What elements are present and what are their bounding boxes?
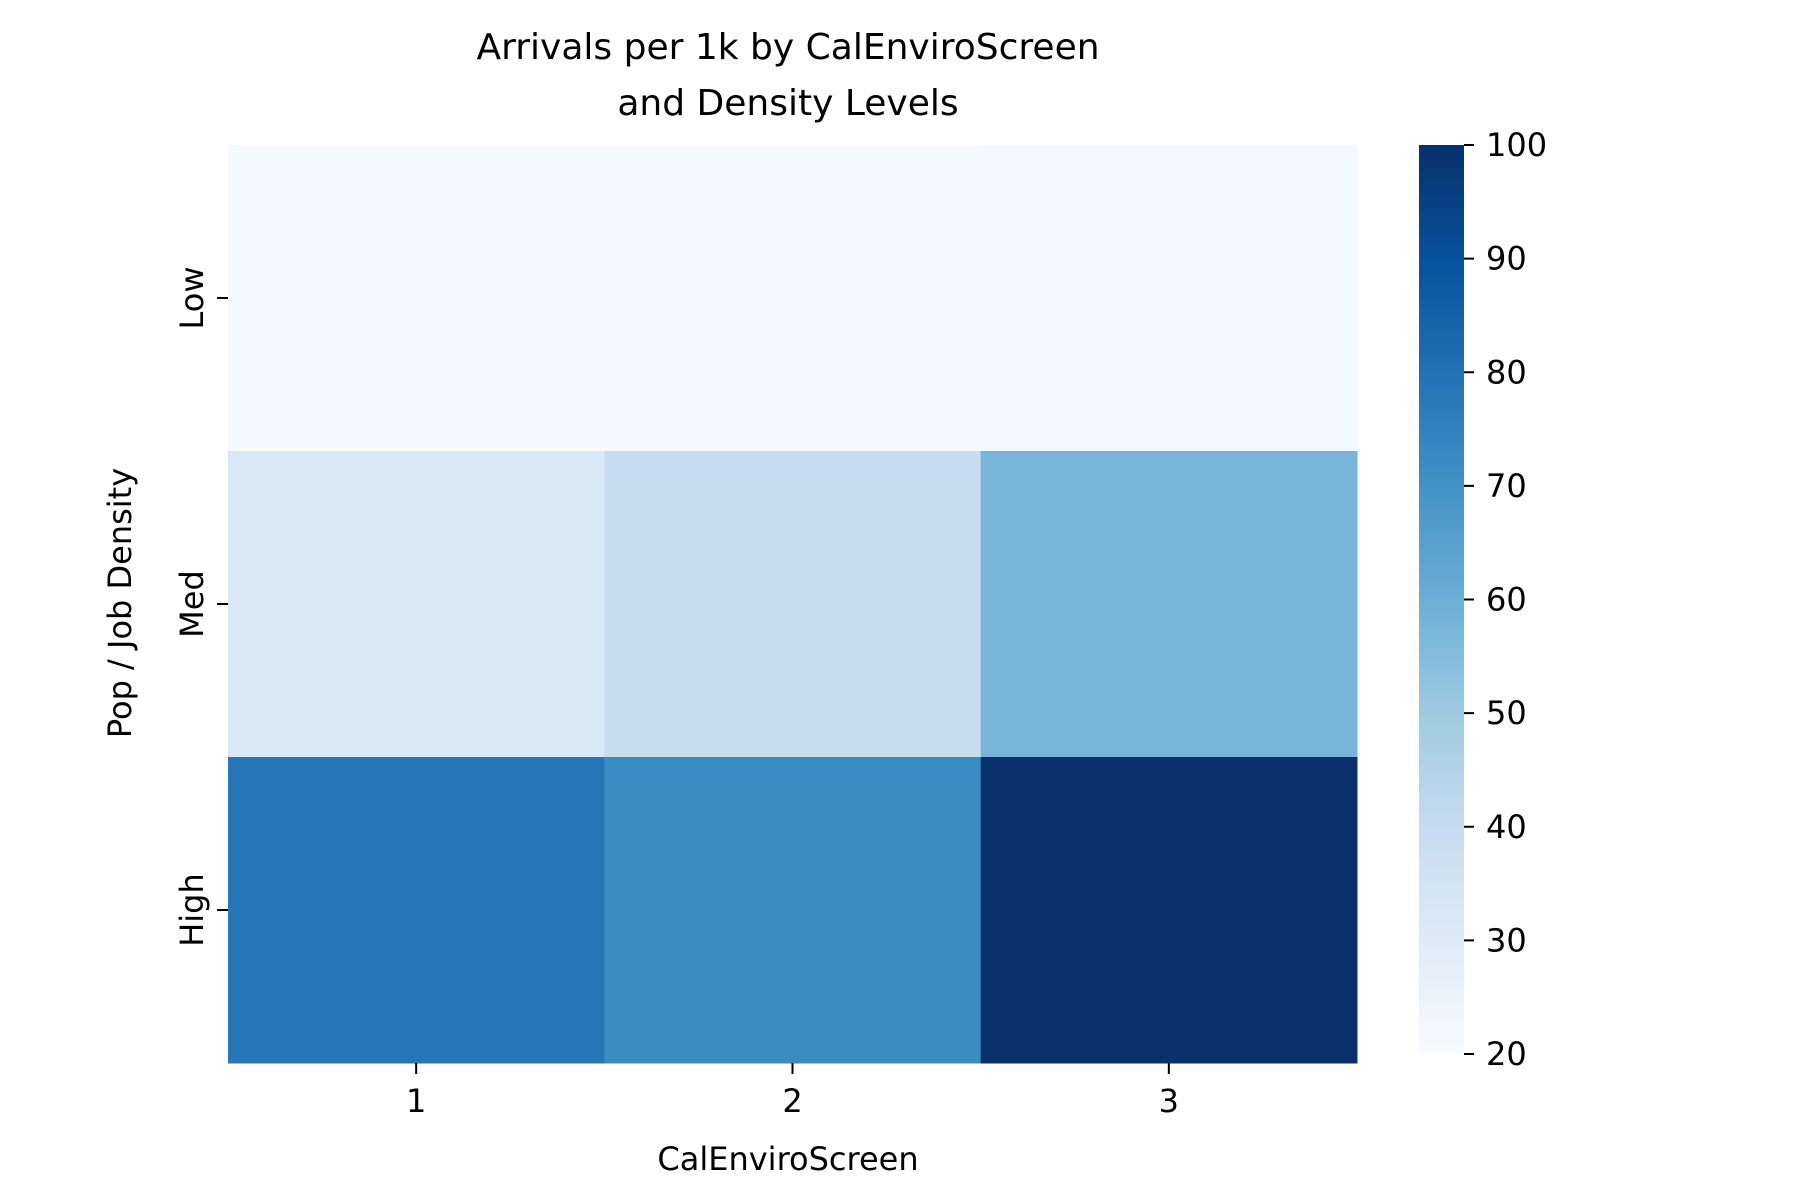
- colorbar-tick-label: 50: [1486, 694, 1527, 732]
- heatmap-cell-high-3: [980, 757, 1358, 1064]
- y-axis-label: Pop / Job Density: [101, 468, 139, 738]
- heatmap-cell-med-1: [228, 451, 605, 758]
- x-tick-label: 3: [1159, 1082, 1179, 1120]
- y-tick-label: High: [173, 873, 211, 947]
- heatmap-cell-low-1: [228, 145, 605, 452]
- heatmap-cell-high-2: [604, 757, 982, 1064]
- y-tick-label: Low: [173, 266, 211, 329]
- chart-title: Arrivals per 1k by CalEnviroScreen and D…: [476, 27, 1099, 124]
- heatmap-cell-med-2: [604, 451, 982, 758]
- colorbar-tick-label: 30: [1486, 921, 1527, 959]
- x-tick-label: 1: [406, 1082, 426, 1120]
- colorbar-tick-label: 70: [1486, 467, 1527, 505]
- chart-title-line-1: Arrivals per 1k by CalEnviroScreen: [476, 27, 1099, 68]
- colorbar-tick-label: 20: [1486, 1035, 1527, 1073]
- x-tick-label: 2: [782, 1082, 802, 1120]
- heatmap-cell-low-2: [604, 145, 982, 452]
- colorbar-gradient: [1419, 145, 1464, 1054]
- colorbar-ticks: 20 30 40 50 60 70 80 90 100: [1464, 126, 1547, 1073]
- colorbar: 20 30 40 50 60 70 80 90 100: [1419, 126, 1547, 1073]
- heatmap-cells: [228, 145, 1358, 1064]
- y-axis-ticks: Low Med High: [173, 266, 228, 947]
- colorbar-tick-label: 60: [1486, 581, 1527, 619]
- colorbar-tick-label: 100: [1486, 126, 1547, 164]
- heatmap-cell-low-3: [980, 145, 1358, 452]
- x-axis-ticks: 1 2 3: [406, 1063, 1179, 1120]
- colorbar-tick-label: 40: [1486, 808, 1527, 846]
- chart-title-line-2: and Density Levels: [617, 83, 958, 124]
- heatmap-cell-high-1: [228, 757, 605, 1064]
- y-tick-label: Med: [173, 570, 211, 638]
- colorbar-tick-label: 80: [1486, 353, 1527, 391]
- heatmap-cell-med-3: [980, 451, 1358, 758]
- x-axis-label: CalEnviroScreen: [657, 1140, 918, 1178]
- colorbar-tick-label: 90: [1486, 240, 1527, 278]
